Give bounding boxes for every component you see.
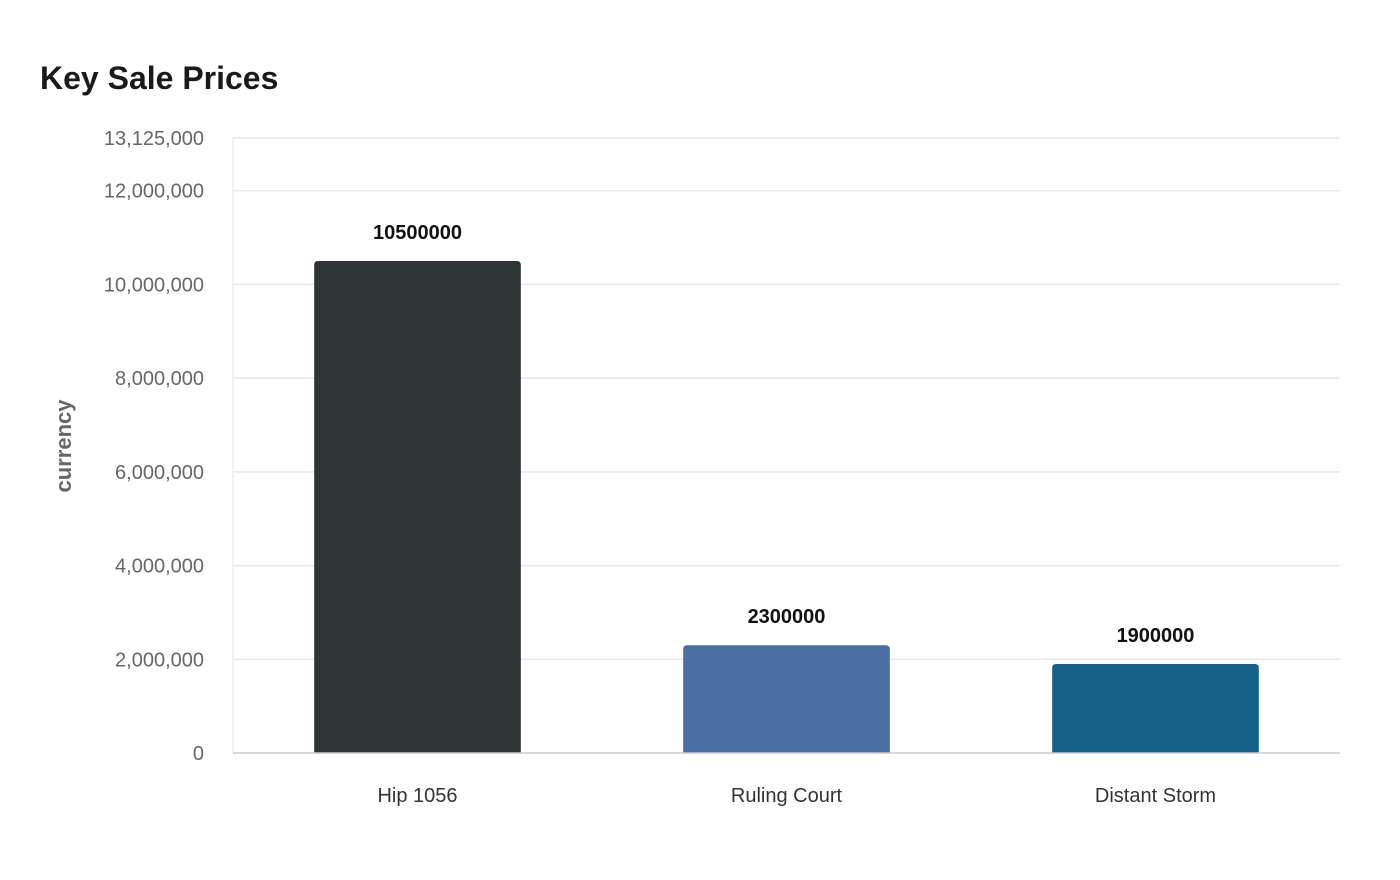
y-axis-title: currency bbox=[51, 399, 76, 493]
x-tick-label: Ruling Court bbox=[731, 785, 843, 807]
y-tick-label: 4,000,000 bbox=[115, 556, 204, 578]
y-axis: 0 2,000,000 4,000,000 6,000,000 8,000,000 10,… bbox=[104, 128, 234, 765]
data-label: 2300000 bbox=[748, 606, 826, 628]
bar bbox=[1052, 663, 1259, 753]
y-tick-label: 0 bbox=[193, 743, 204, 765]
y-tick-label: 12,000,000 bbox=[104, 181, 204, 203]
x-tick-label: Distant Storm bbox=[1095, 785, 1216, 807]
bar bbox=[314, 261, 521, 753]
y-tick-label: 2,000,000 bbox=[115, 649, 204, 671]
x-axis: Hip 1056 Ruling Court Distant Storm bbox=[233, 752, 1340, 807]
data-labels: 10500000 2300000 1900000 bbox=[373, 222, 1194, 647]
x-tick-label: Hip 1056 bbox=[377, 785, 457, 807]
y-tick-label: 13,125,000 bbox=[104, 128, 204, 150]
y-tick-label: 10,000,000 bbox=[104, 274, 204, 296]
bars bbox=[314, 261, 1259, 753]
y-tick-label: 6,000,000 bbox=[115, 462, 204, 484]
bar bbox=[683, 645, 890, 753]
y-tick-label: 8,000,000 bbox=[115, 368, 204, 390]
chart-title: Key Sale Prices bbox=[40, 60, 279, 96]
data-label: 1900000 bbox=[1117, 625, 1195, 647]
data-label: 10500000 bbox=[373, 222, 462, 244]
